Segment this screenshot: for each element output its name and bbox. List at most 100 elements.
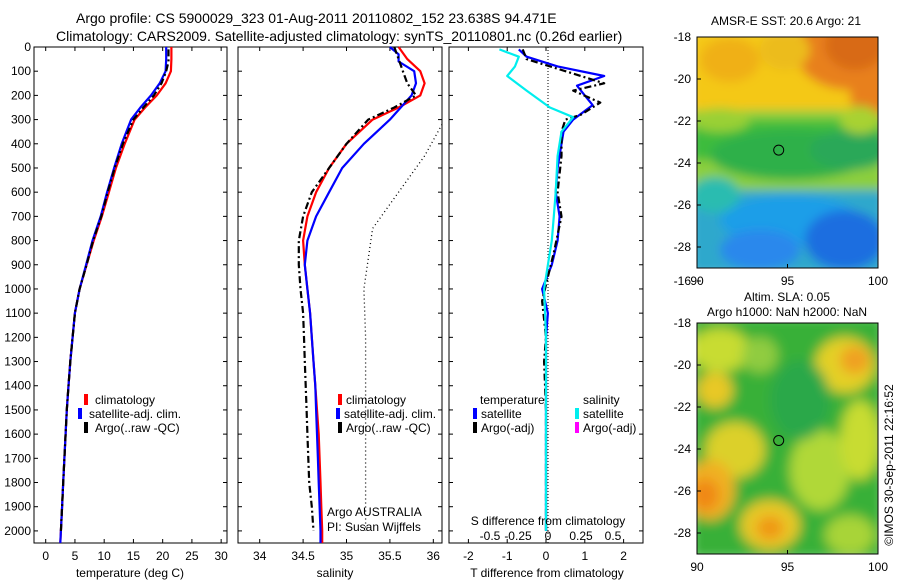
figure-title-line2: Climatology: CARS2009. Satellite-adjuste…: [56, 28, 623, 44]
y-tick-label: 400: [11, 137, 31, 151]
argo-pi-annotation: PI: Susan Wijffels: [327, 520, 421, 534]
y-tick-label: 300: [11, 113, 31, 127]
x-tick-label: 34.5: [291, 549, 315, 563]
x-tick-label: 35: [340, 549, 354, 563]
series-line-argo-raw-qc-: [59, 49, 170, 531]
y-tick-label: 1200: [4, 330, 31, 344]
y-tick-label: 1900: [4, 500, 31, 514]
y-tick-label: 1400: [4, 379, 31, 393]
difference-xlabel: T difference from climatology: [470, 566, 624, 580]
legend-swatch-temp-argo: [473, 422, 477, 433]
x-tick-label: 1: [581, 549, 588, 563]
argo-location-marker: [773, 144, 785, 156]
salinity-panel: 34 34.5 35 35.5 36 salinity climatology sate…: [237, 46, 443, 580]
legend-label-satellite-adj: satellite-adj. clim.: [344, 407, 436, 421]
legend-swatch-climatology: [84, 394, 88, 405]
map-y-tick-label: -22: [674, 114, 692, 128]
temperature-xlabel: temperature (deg C): [76, 566, 184, 580]
legend-label-temp-argo: Argo(-adj): [481, 421, 534, 435]
y-tick-label: 2000: [4, 524, 31, 538]
legend-header-salinity: salinity: [583, 393, 620, 407]
argo-program-annotation: Argo AUSTRALIA: [327, 505, 422, 519]
temperature-legend: climatology satellite-adj. clim. Argo(..…: [78, 393, 181, 435]
difference-panel: -2 -1 0 1 2 T difference from climatology S …: [448, 46, 644, 580]
y-tick-label: 600: [11, 185, 31, 199]
top-tick-label: -0.5: [480, 529, 501, 543]
legend-label-temp-satellite: satellite: [481, 407, 522, 421]
x-tick-label: 5: [72, 549, 79, 563]
salinity-xlabel: salinity: [317, 566, 354, 580]
x-tick-label: 34: [253, 549, 267, 563]
legend-swatch-sal-satellite: [575, 408, 579, 419]
x-tick-label: -1: [502, 549, 513, 563]
y-tick-label: 1100: [5, 306, 31, 320]
x-tick-label: 2: [620, 549, 627, 563]
map-y-tick-label: -20: [674, 72, 692, 86]
legend-label-climatology: climatology: [95, 393, 155, 407]
sst-map-panel: AMSR-E SST: 20.6 Argo: 21: [674, 14, 889, 288]
series-line-argo-raw-qc-: [297, 46, 418, 531]
legend-label-climatology: climatology: [346, 393, 406, 407]
difference-top-label: S difference from climatology: [471, 514, 626, 528]
difference-top-ticks: -0.5 -0.25 0 0.25 0.5: [480, 529, 622, 543]
top-tick-label: 0.25: [569, 529, 593, 543]
salinity-legend: climatology satellite-adj. clim. Argo(..…: [336, 393, 436, 435]
x-tick-label: 15: [127, 549, 141, 563]
x-tick-label: 25: [185, 549, 199, 563]
x-tick-label: 0: [543, 549, 550, 563]
x-tick-label: -2: [463, 549, 474, 563]
legend-swatch-sal-argo: [575, 422, 579, 433]
map-x-tick-label: 90: [690, 560, 704, 574]
y-tick-label: 100: [11, 64, 31, 78]
sla-map-title-line2: Argo h1000: NaN h2000: NaN: [707, 305, 867, 319]
map-y-tick-label: -18: [674, 30, 692, 44]
x-tick-label: 0: [42, 549, 49, 563]
sst-map-title: AMSR-E SST: 20.6 Argo: 21: [711, 14, 861, 28]
y-tick-label: 500: [11, 161, 31, 175]
map-x-tick-label: 95: [781, 560, 795, 574]
legend-swatch-satellite-adj: [336, 408, 340, 419]
y-tick-label: 1000: [4, 282, 31, 296]
map-y-tick-label: -24: [674, 442, 692, 456]
map-x-tick-label: 100: [868, 274, 888, 288]
map-y-tick-label: -18: [674, 316, 692, 330]
legend-swatch-temp-satellite: [473, 408, 477, 419]
figure-title-line1: Argo profile: CS 5900029_323 01-Aug-2011…: [76, 10, 557, 26]
x-tick-label: 36: [427, 549, 441, 563]
legend-swatch-argo: [84, 422, 88, 433]
difference-legend: temperature salinity satellite Argo(-adj…: [473, 393, 636, 435]
x-tick-label: 10: [98, 549, 112, 563]
map-y-tick-label: -20: [674, 358, 692, 372]
y-tick-label: 700: [11, 209, 31, 223]
argo-location-marker: [773, 435, 785, 446]
y-tick-label: 1300: [4, 355, 31, 369]
y-tick-label: 0: [24, 40, 31, 54]
y-tick-label: 1800: [4, 476, 31, 490]
map-y-tick-label: -28: [674, 240, 692, 254]
sla-map-field: [697, 323, 878, 554]
series-line-satellite: [499, 48, 575, 531]
top-tick-label: 0.5: [605, 529, 622, 543]
legend-label-sal-satellite: satellite: [583, 407, 624, 421]
temperature-panel: 0100200300400500600700800900100011001200…: [4, 40, 228, 580]
legend-header-temperature: temperature: [480, 393, 545, 407]
map-x-tick-label: 95: [781, 274, 795, 288]
series-line-satellite-adj-clim-: [59, 47, 168, 544]
salinity-axes-box: [237, 46, 443, 544]
y-tick-label: 1500: [4, 403, 31, 417]
map-y-tick-label: -28: [674, 526, 692, 540]
legend-label-sal-argo: Argo(-adj): [583, 421, 636, 435]
legend-label-argo: Argo(..raw -QC): [346, 421, 431, 435]
map-y-tick-label: -26: [674, 484, 692, 498]
sla-map-panel: Altim. SLA: 0.05 Argo h1000: NaN h2000: …: [674, 274, 889, 574]
map-y-tick-label: -16: [674, 274, 692, 288]
x-tick-label: 20: [156, 549, 170, 563]
x-tick-label: 35.5: [378, 549, 402, 563]
y-tick-label: 200: [11, 88, 31, 102]
y-tick-label: 800: [11, 234, 31, 248]
legend-label-satellite-adj: satellite-adj. clim.: [89, 407, 181, 421]
sst-map-field: [697, 37, 878, 268]
top-tick-label: 0: [545, 529, 552, 543]
sla-map-title-line1: Altim. SLA: 0.05: [744, 290, 830, 304]
